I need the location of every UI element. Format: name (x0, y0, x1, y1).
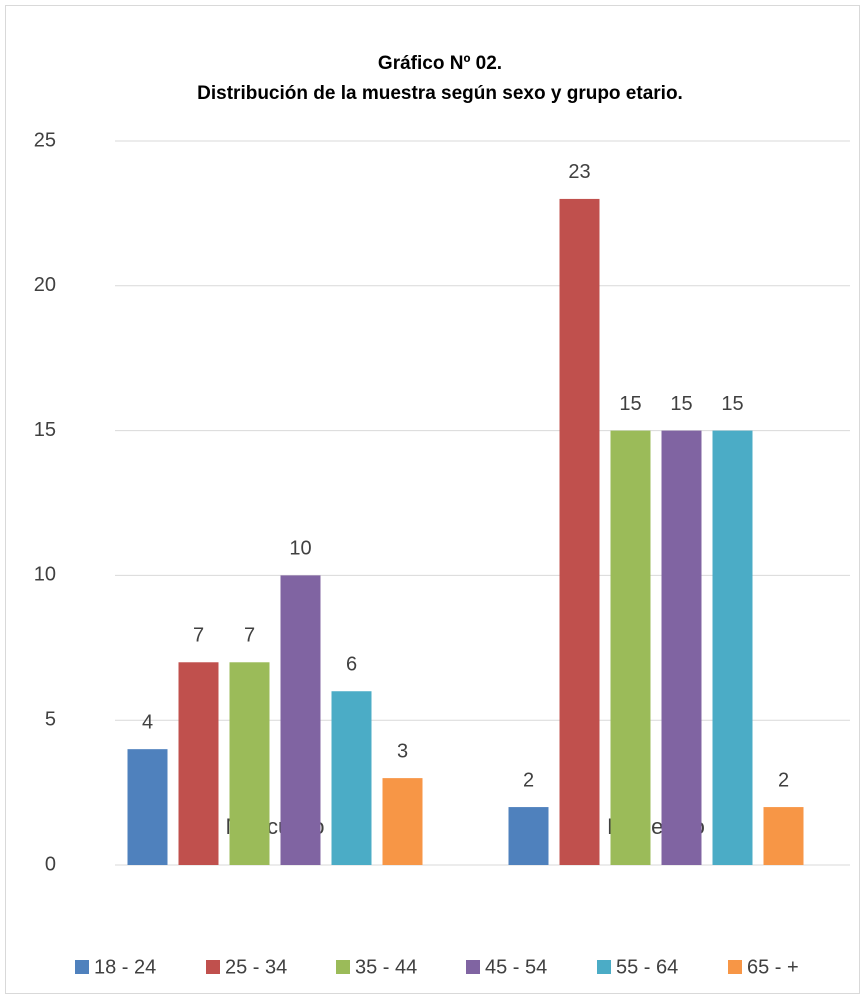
legend-swatch (466, 960, 480, 974)
y-tick-label: 15 (34, 419, 56, 441)
legend-swatch (336, 960, 350, 974)
legend-label: 45 - 54 (485, 956, 547, 978)
data-label: 2 (778, 769, 789, 791)
bar (763, 807, 804, 865)
legend-label: 35 - 44 (355, 956, 417, 978)
bar (229, 662, 270, 865)
legend-label: 65 - + (747, 956, 799, 978)
bar (661, 430, 702, 865)
legend-label: 55 - 64 (616, 956, 678, 978)
data-label: 15 (670, 393, 692, 415)
bar (559, 198, 600, 866)
data-label: 3 (397, 740, 408, 762)
bar (280, 575, 321, 865)
data-label: 23 (568, 161, 590, 183)
data-label: 15 (721, 393, 743, 415)
data-label: 7 (244, 625, 255, 647)
legend-label: 25 - 34 (225, 956, 287, 978)
data-label: 6 (346, 654, 357, 676)
legend-label: 18 - 24 (94, 956, 156, 978)
bar (382, 778, 423, 865)
data-label: 15 (619, 393, 641, 415)
data-label: 2 (523, 769, 534, 791)
y-tick-label: 20 (34, 274, 56, 296)
legend-swatch (206, 960, 220, 974)
bar (331, 691, 372, 865)
y-tick-label: 5 (45, 708, 56, 730)
chart-title: Distribución de la muestra según sexo y … (197, 83, 683, 104)
y-tick-label: 25 (34, 129, 56, 151)
data-label: 7 (193, 625, 204, 647)
chart-title: Gráfico Nº 02. (378, 53, 502, 74)
y-tick-label: 10 (34, 564, 56, 586)
bar (178, 662, 219, 865)
bar (508, 807, 549, 865)
legend-swatch (728, 960, 742, 974)
bar (610, 430, 651, 865)
bar (127, 749, 168, 865)
data-label: 4 (142, 711, 153, 733)
legend-swatch (75, 960, 89, 974)
data-label: 10 (289, 538, 311, 560)
legend-swatch (597, 960, 611, 974)
bar (712, 430, 753, 865)
y-tick-label: 0 (45, 853, 56, 875)
